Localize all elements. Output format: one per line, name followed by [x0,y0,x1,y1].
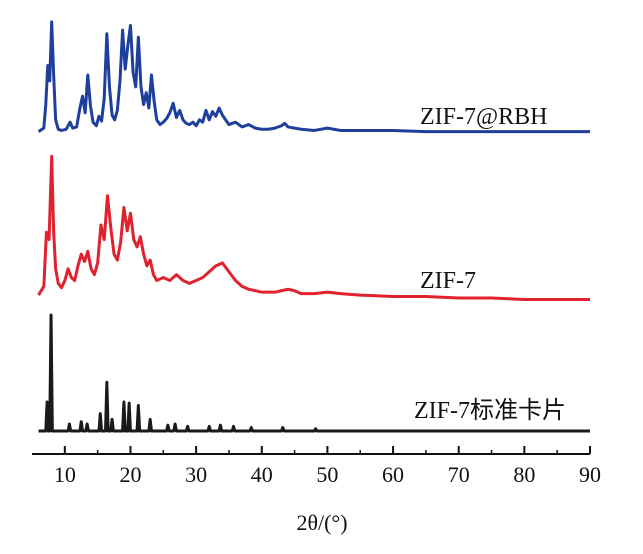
series-label-zif7-rbh: ZIF-7@RBH [420,104,547,130]
series-line-1 [37,20,590,134]
x-tick-label: 20 [119,462,141,487]
x-tick-label: 10 [54,462,76,487]
series-label-zif7: ZIF-7 [420,268,476,294]
x-tick-label: 60 [382,462,404,487]
series-traces [37,20,590,433]
x-tick-label: 50 [316,462,338,487]
series-line-3 [38,313,590,433]
series-label-zif7-standard: ZIF-7标准卡片 [414,397,566,424]
series-labels: ZIF-7@RBH ZIF-7 ZIF-7标准卡片 [414,104,566,424]
x-axis-title: 2θ/(°) [296,510,347,535]
x-tick-label: 40 [251,462,273,487]
series-line-2 [37,154,590,301]
x-tick-label: 80 [513,462,535,487]
x-tick-label: 70 [448,462,470,487]
x-tick-label: 30 [185,462,207,487]
x-tick-label: 90 [579,462,601,487]
x-axis: 10 20 30 40 50 60 70 80 90 2θ/(°) [32,446,601,535]
x-ticks: 10 20 30 40 50 60 70 80 90 [54,446,601,487]
